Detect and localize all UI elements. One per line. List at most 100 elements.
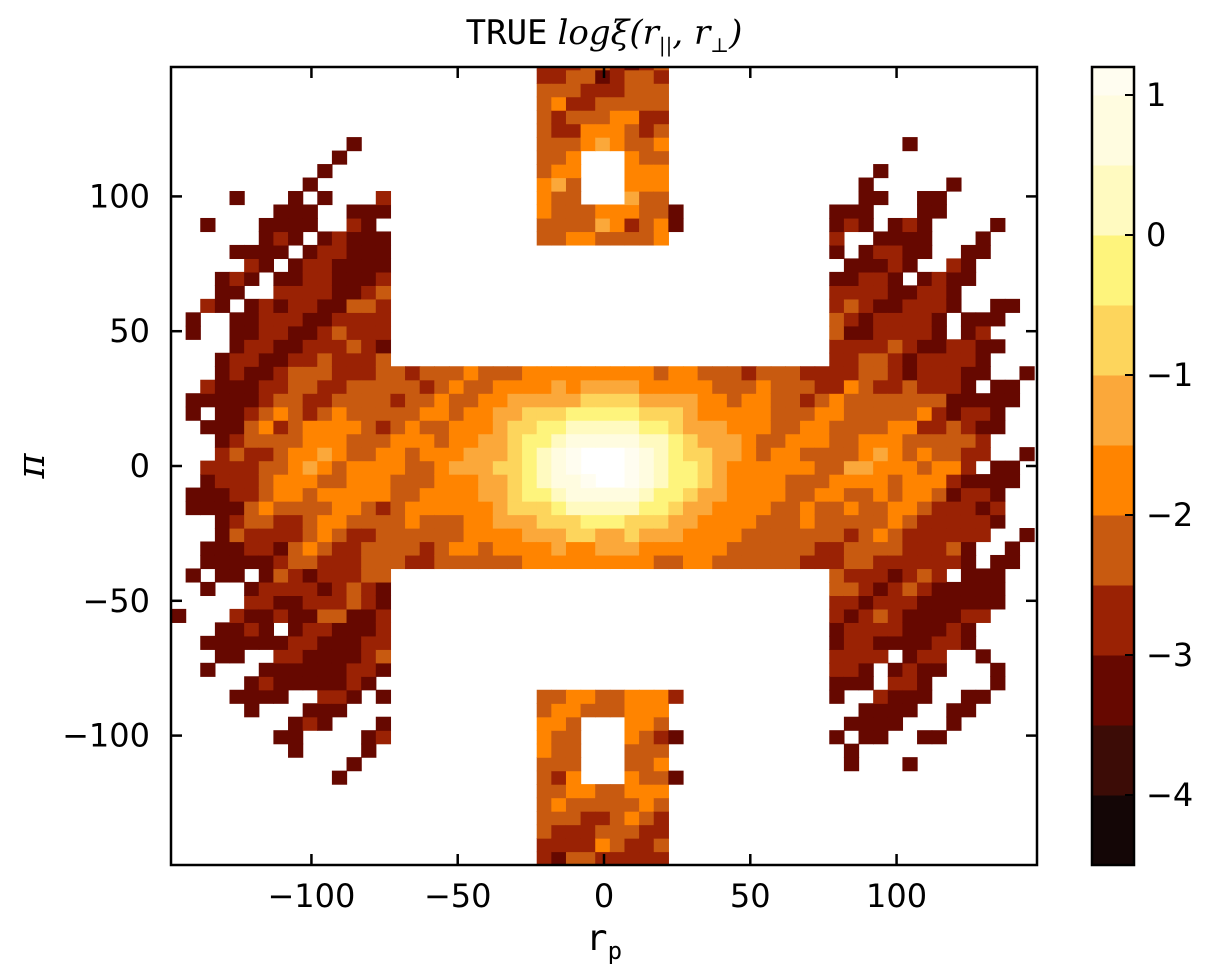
heatmap-cell [756,420,771,434]
heatmap-cell [595,703,610,717]
heatmap-cell [844,326,859,340]
heatmap-cell [932,326,947,340]
heatmap-cell [317,191,332,205]
heatmap-cell [742,488,757,502]
heatmap-cell [376,690,391,704]
heatmap-cell [815,407,830,421]
heatmap-cell [873,649,888,663]
heatmap-cell [961,447,976,461]
heatmap-cell [347,663,362,677]
heatmap-cell [288,339,303,353]
heatmap-cell [288,622,303,636]
heatmap-cell [551,515,566,529]
heatmap-cell [420,393,435,407]
heatmap-cell [347,312,362,326]
heatmap-cell [390,393,405,407]
heatmap-cell [332,447,347,461]
heatmap-cell [522,380,537,394]
heatmap-cell [624,784,639,798]
heatmap-cell [888,676,903,690]
heatmap-cell [829,663,844,677]
heatmap-cell [873,461,888,475]
heatmap-cell [273,690,288,704]
heatmap-cell [976,488,991,502]
heatmap-cell [434,366,449,380]
heatmap-cell [873,299,888,313]
heatmap-cell [288,595,303,609]
heatmap-cell [624,474,639,488]
heatmap-cell [976,568,991,582]
heatmap-cell [259,488,274,502]
heatmap-cell [186,326,201,340]
heatmap-cell [668,218,683,232]
heatmap-cell [317,164,332,178]
heatmap-cell [347,353,362,367]
heatmap-cell [639,703,654,717]
heatmap-cell [917,447,932,461]
heatmap-cell [727,515,742,529]
heatmap-cell [742,515,757,529]
heatmap-cell [639,447,654,461]
heatmap-cell [829,595,844,609]
heatmap-cell [902,595,917,609]
heatmap-cell [654,515,669,529]
heatmap-cell [215,393,230,407]
heatmap-cell [961,461,976,475]
heatmap-cell [493,407,508,421]
colorbar-tick-label: −1 [1146,356,1193,394]
heatmap-cell [449,366,464,380]
heatmap-cell [215,555,230,569]
y-tick-label: 0 [130,447,150,485]
heatmap-cell [932,312,947,326]
heatmap-cell [727,380,742,394]
x-axis-label: rp [586,918,622,965]
heatmap-cell [376,609,391,623]
heatmap-cell [376,204,391,218]
heatmap-cell [537,110,552,124]
heatmap-cell [420,407,435,421]
heatmap-cell [800,447,815,461]
heatmap-cell [859,393,874,407]
heatmap-cell [844,447,859,461]
heatmap-cell [361,258,376,272]
heatmap-cell [537,178,552,192]
heatmap-cell [932,299,947,313]
heatmap-cell [464,447,479,461]
heatmap-cell [742,393,757,407]
heatmap-cell [859,703,874,717]
heatmap-cell [347,488,362,502]
heatmap-cell [946,636,961,650]
heatmap-cell [859,663,874,677]
heatmap-cell [259,299,274,313]
heatmap-cell [1005,474,1020,488]
heatmap-cell [244,461,259,475]
heatmap-cell [361,407,376,421]
heatmap-cell [815,420,830,434]
heatmap-cell [873,595,888,609]
heatmap-cell [551,137,566,151]
heatmap-cell [332,649,347,663]
heatmap-cell [288,474,303,488]
heatmap-cell [390,366,405,380]
heatmap-cell [595,393,610,407]
heatmap-cell [551,703,566,717]
colorbar [1092,67,1134,866]
heatmap-cell [639,784,654,798]
heatmap-cell [888,461,903,475]
heatmap-cell [873,609,888,623]
heatmap-cell [288,528,303,542]
heatmap-cell [902,703,917,717]
heatmap-cell [844,622,859,636]
heatmap-cell [434,501,449,515]
heatmap-cell [551,744,566,758]
heatmap-cell [844,717,859,731]
heatmap-cell [244,353,259,367]
heatmap-cell [405,515,420,529]
heatmap-cell [361,434,376,448]
heatmap-cell [917,568,932,582]
heatmap-cell [654,420,669,434]
heatmap-cell [624,97,639,111]
heatmap-cell [595,811,610,825]
heatmap-cell [581,838,596,852]
heatmap-cell [347,218,362,232]
